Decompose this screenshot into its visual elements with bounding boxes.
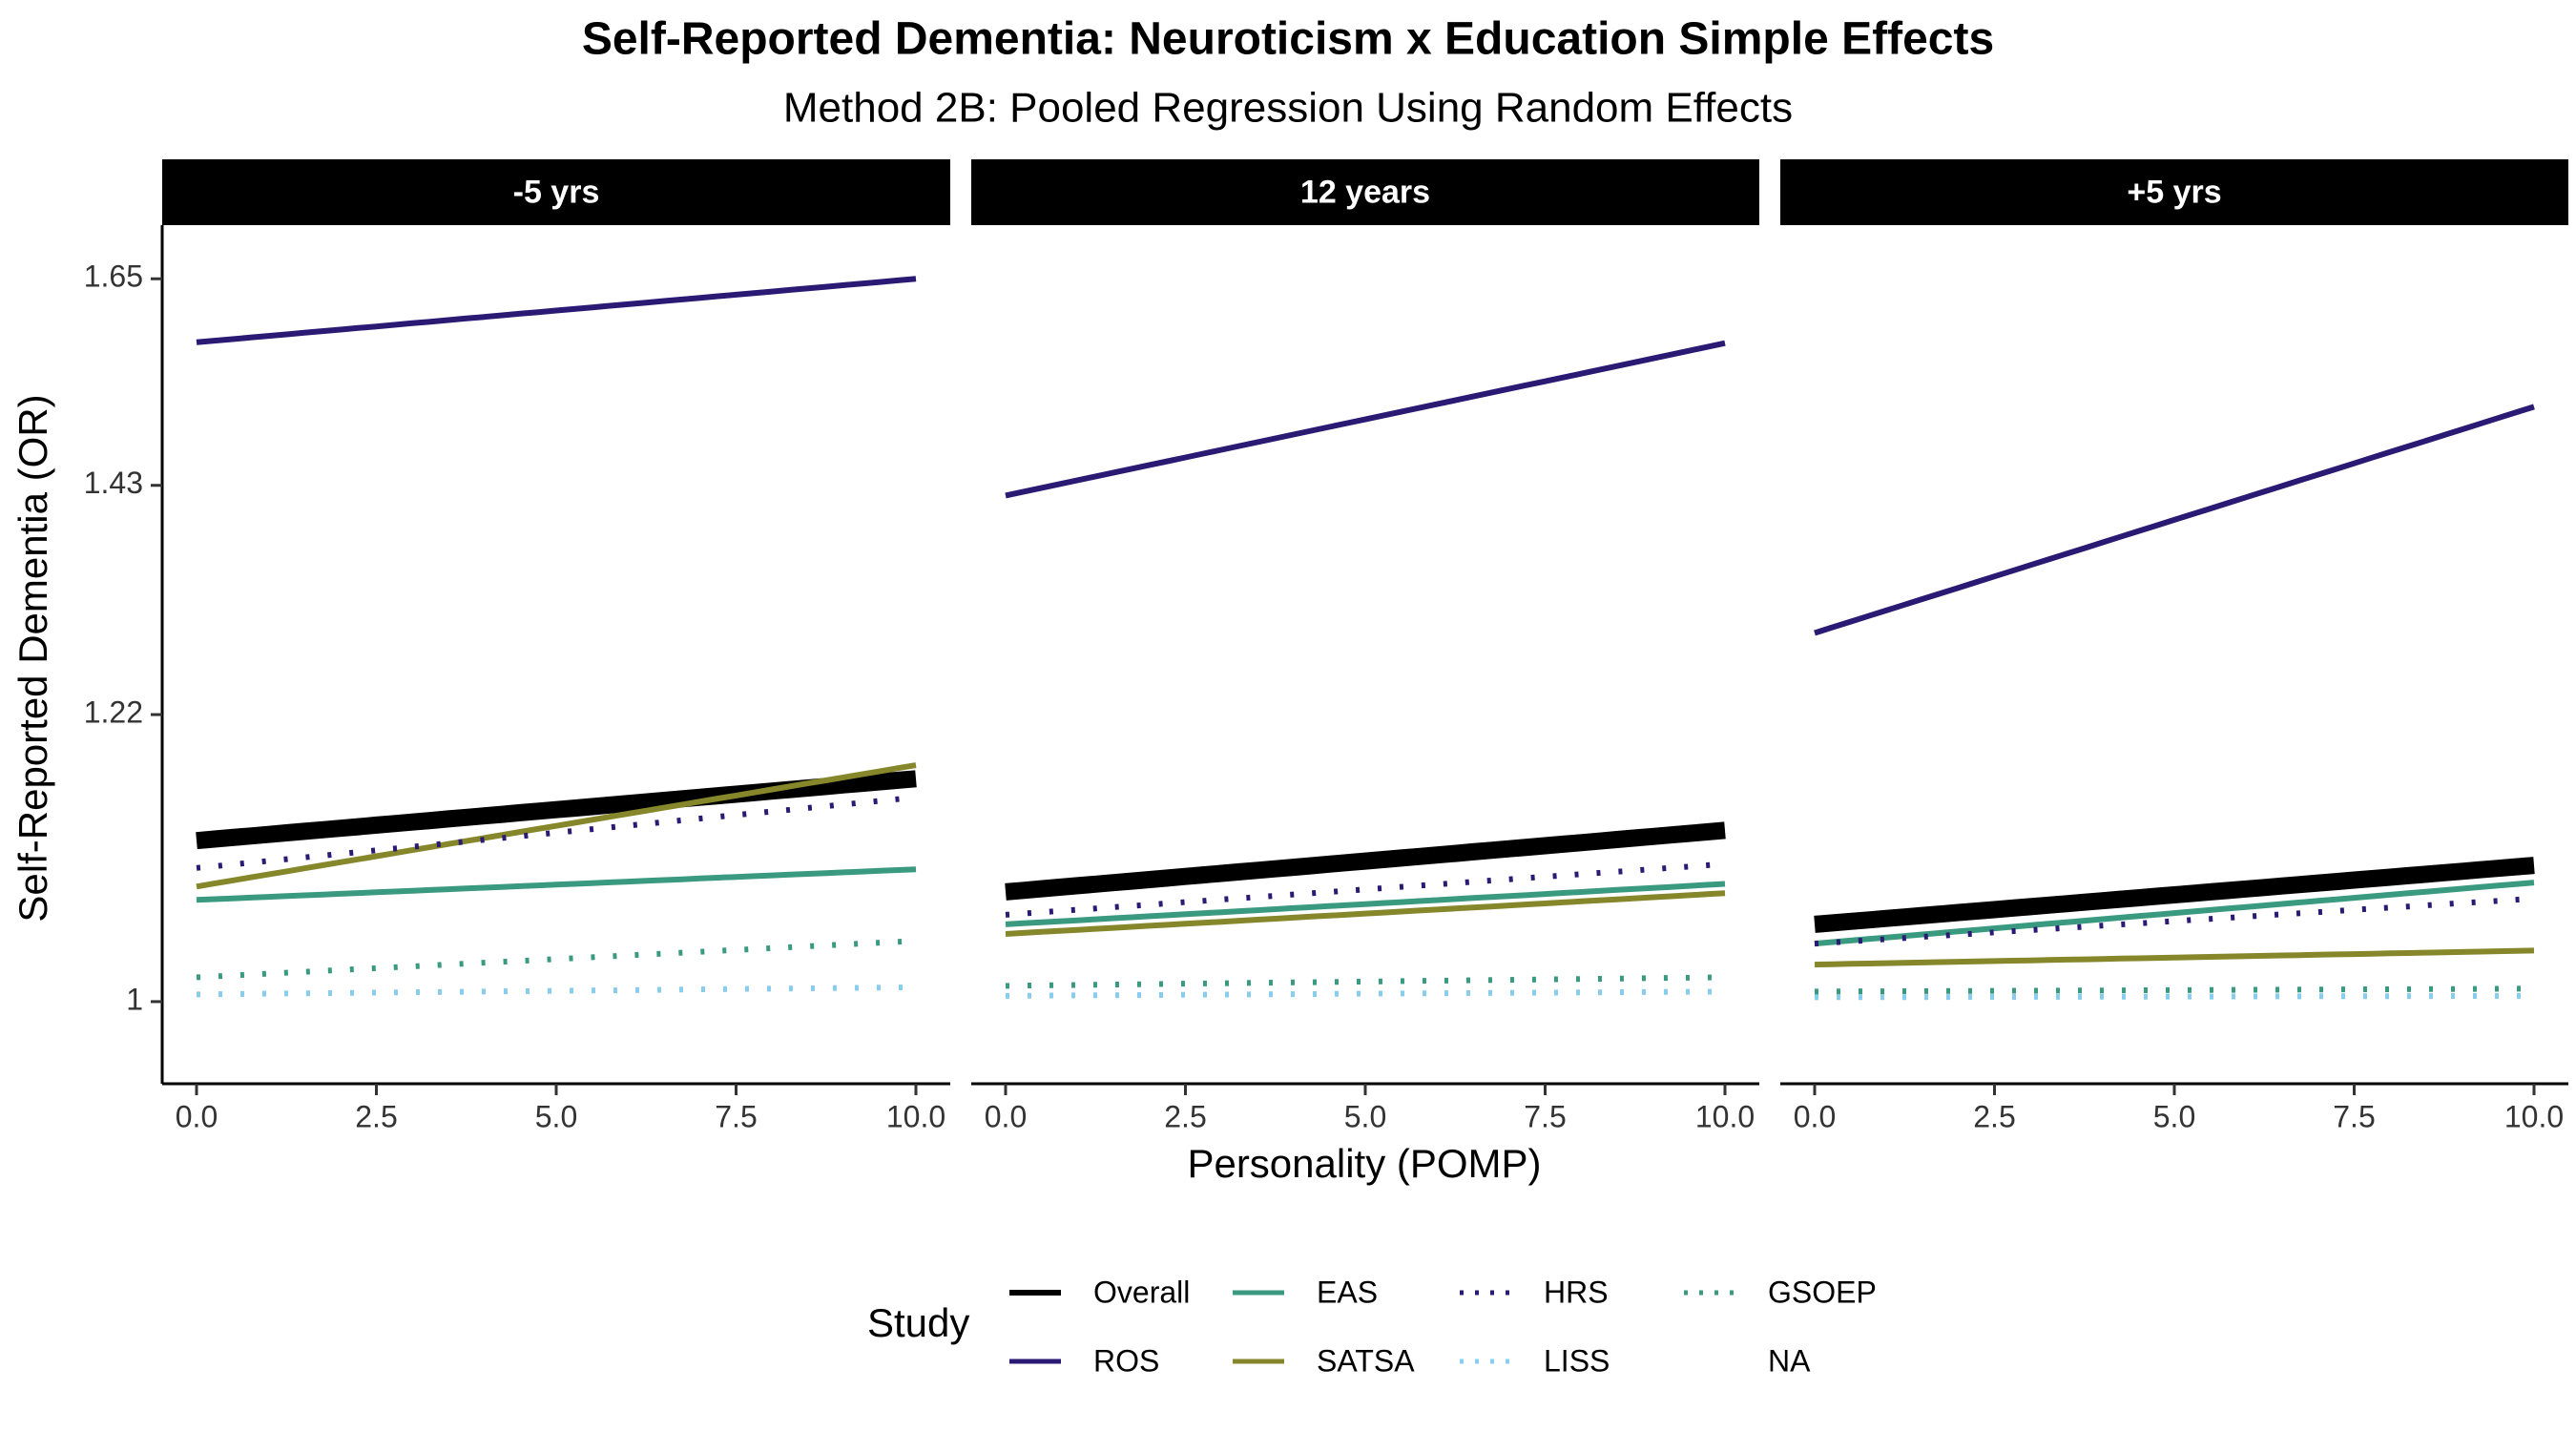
series-line-eas: [196, 866, 917, 903]
series-line-liss: [1005, 988, 1726, 999]
facet-strip-label: -5 yrs: [513, 174, 600, 210]
chart-title: Self-Reported Dementia: Neuroticism x Ed…: [582, 14, 1994, 65]
chart-subtitle: Method 2B: Pooled Regression Using Rando…: [783, 85, 1793, 132]
series-line-satsa: [1814, 947, 2535, 968]
x-tick-label: 5.0: [1344, 1099, 1386, 1133]
legend-label: GSOEP: [1768, 1275, 1877, 1309]
y-axis-label: Self-Reported Dementia (OR): [10, 394, 55, 922]
x-tick-label: 7.5: [2333, 1099, 2375, 1133]
series-line-ros: [1814, 404, 2535, 636]
panel-5-yrs: +5 yrs 0.0 2.5 5.0 7.5 10.0: [1780, 159, 2568, 1133]
x-tick-label: 10.0: [1695, 1099, 1755, 1133]
facet-strip-label: 12 years: [1300, 174, 1430, 210]
x-tick-label: 2.5: [1164, 1099, 1206, 1133]
legend-item-satsa: SATSA: [1233, 1343, 1415, 1378]
legend-label: EAS: [1317, 1275, 1378, 1309]
legend-title: Study: [867, 1300, 969, 1345]
facet-strip: [971, 159, 1759, 225]
series-line-satsa: [196, 762, 917, 890]
legend-item-liss: LISS: [1460, 1343, 1610, 1378]
legend: Study Overall ROS EAS SATSA HRS LISS GSOEP NA: [867, 1275, 1877, 1378]
series-line-overall: [1814, 857, 2535, 933]
series-line-liss: [196, 984, 917, 998]
legend-label: NA: [1768, 1343, 1811, 1378]
series-line-ros: [1005, 340, 1726, 499]
legend-label: HRS: [1544, 1275, 1609, 1309]
x-tick-label: 0.0: [1794, 1099, 1836, 1133]
series-line-satsa: [1005, 890, 1726, 937]
x-tick-label: 5.0: [535, 1099, 577, 1133]
y-tick-label: 1.43: [84, 466, 143, 500]
series-line-gsoep: [1814, 985, 2534, 995]
x-tick-label: 10.0: [886, 1099, 945, 1133]
legend-item-overall: Overall: [1009, 1275, 1190, 1309]
legend-item-ros: ROS: [1009, 1343, 1159, 1378]
legend-label: SATSA: [1317, 1343, 1415, 1378]
series-line-eas: [1814, 880, 2535, 947]
series-line-eas: [1005, 881, 1726, 927]
x-tick-label: 7.5: [1524, 1099, 1566, 1133]
facet-strip: [162, 159, 950, 225]
legend-item-na: NA: [1768, 1343, 1811, 1378]
series-line-liss: [1814, 992, 2534, 1001]
x-tick-label: 2.5: [355, 1099, 397, 1133]
y-tick-label: 1.22: [84, 695, 143, 730]
facet-strip: [1780, 159, 2568, 225]
x-tick-label: 7.5: [715, 1099, 757, 1133]
x-tick-label: 10.0: [2504, 1099, 2564, 1133]
legend-item-hrs: HRS: [1460, 1275, 1609, 1309]
y-tick-label: 1.65: [84, 259, 143, 294]
facet-strip-label: +5 yrs: [2127, 174, 2221, 210]
y-tick-label: 1: [126, 982, 143, 1016]
series-line-ros: [196, 276, 917, 345]
x-tick-label: 0.0: [176, 1099, 218, 1133]
legend-item-eas: EAS: [1233, 1275, 1378, 1309]
legend-label: ROS: [1093, 1343, 1159, 1378]
legend-label: Overall: [1093, 1275, 1190, 1309]
series-line-overall: [196, 770, 917, 850]
legend-label: LISS: [1544, 1343, 1610, 1378]
panels: -5 yrs 0.0 2.5 5.0 7.5 10.0 1 1.22 1.43 1.65 12 ye…: [84, 159, 2568, 1133]
x-tick-label: 0.0: [985, 1099, 1027, 1133]
panel-12-years: 12 years 0.0 2.5 5.0 7.5 10.0: [971, 159, 1759, 1133]
x-tick-label: 5.0: [2153, 1099, 2195, 1133]
legend-item-gsoep: GSOEP: [1684, 1275, 1877, 1309]
x-axis-label: Personality (POMP): [1187, 1141, 1541, 1186]
panel-5-yrs: -5 yrs 0.0 2.5 5.0 7.5 10.0 1 1.22 1.43 1.65: [84, 159, 950, 1133]
series-line-overall: [1005, 821, 1726, 901]
x-tick-label: 2.5: [1973, 1099, 2015, 1133]
series-line-gsoep: [196, 938, 917, 981]
series-line-gsoep: [1005, 974, 1726, 989]
